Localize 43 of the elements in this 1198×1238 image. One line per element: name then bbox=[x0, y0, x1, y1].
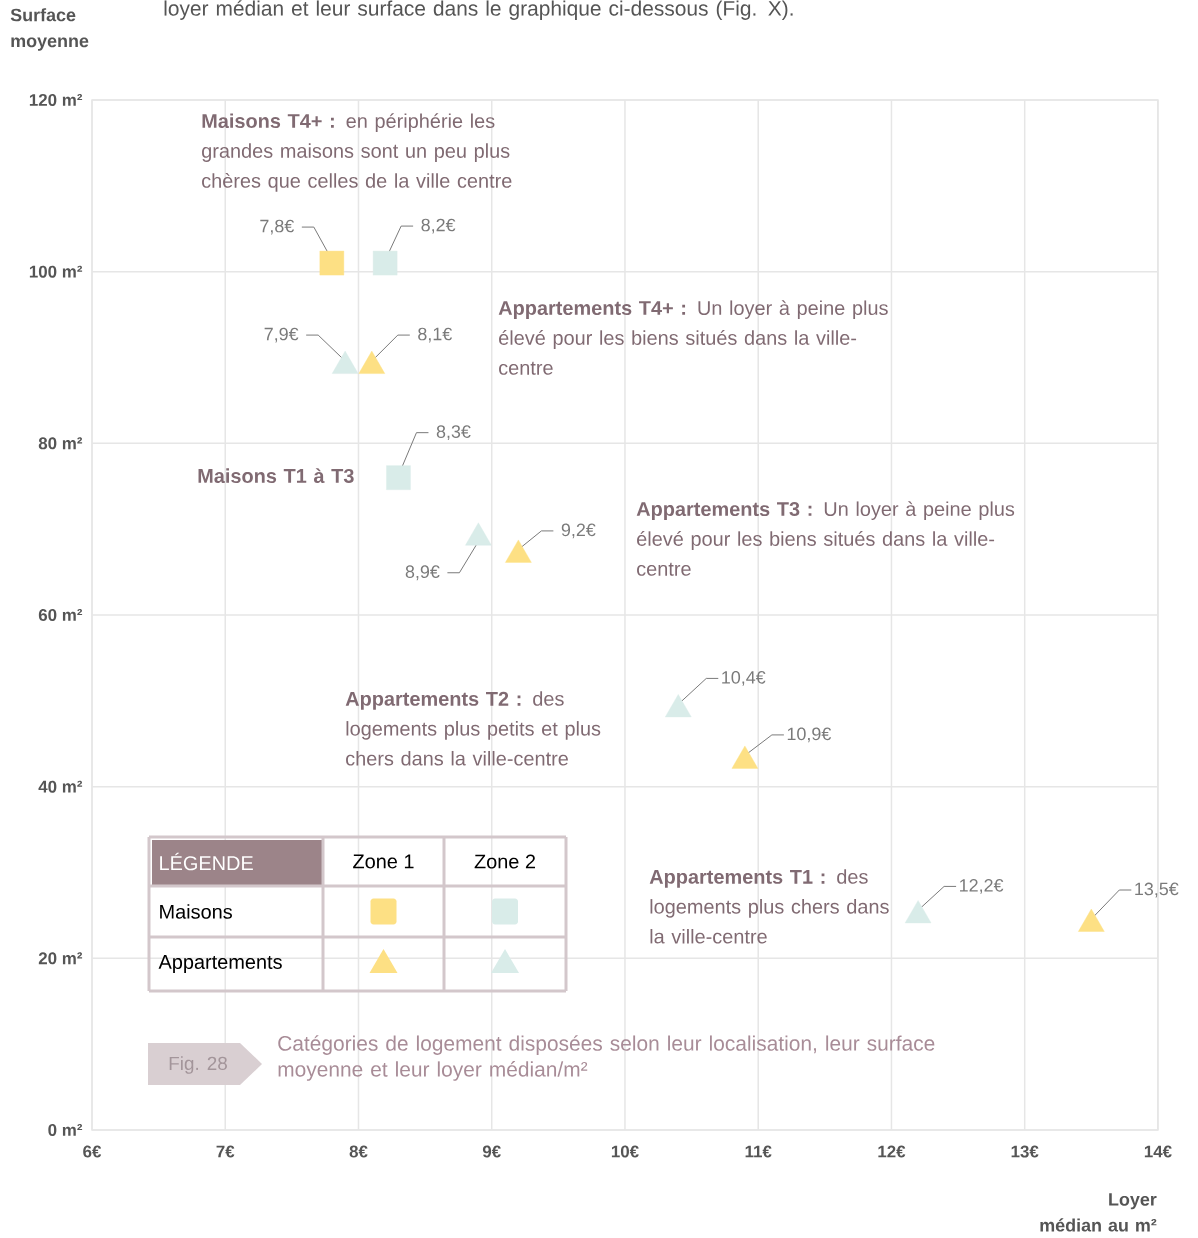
x-tick-label: 8€ bbox=[349, 1145, 368, 1158]
y-tick-label: 100 m² bbox=[29, 265, 83, 278]
annotation: Appartements T4+ : Un loyer à peine plus élevé pour les biens situés dans la ville-centre bbox=[498, 300, 888, 375]
x-tick-label: 9€ bbox=[482, 1145, 501, 1158]
annotation: 9,2€ bbox=[561, 523, 596, 539]
y-tick-label: 80 m² bbox=[38, 437, 83, 450]
y-tick-label: 120 m² bbox=[29, 94, 83, 106]
x-tick-label: 12€ bbox=[878, 1145, 906, 1158]
annotation: Appartements bbox=[158, 955, 282, 973]
annotation: 8,3€ bbox=[436, 425, 471, 441]
x-tick-label: 13€ bbox=[1011, 1145, 1039, 1158]
y-tick-label: 0 m² bbox=[48, 1124, 83, 1136]
annotation: 13,5€ bbox=[1135, 882, 1179, 898]
annotation: 7,8€ bbox=[260, 219, 295, 235]
x-tick-label: 14€ bbox=[1144, 1145, 1172, 1158]
annotation: 8,9€ bbox=[405, 565, 440, 581]
annotation: Maisons T1 à T3 bbox=[198, 468, 354, 484]
annotation: Appartements T1 : des logements plus chers dans la ville-centre bbox=[649, 869, 889, 944]
annotation: Appartements T2 : des logements plus petits et plus chers dans la ville-centre bbox=[345, 691, 601, 766]
y-tick-label: 60 m² bbox=[38, 609, 83, 621]
annotation: 10,9€ bbox=[787, 727, 832, 743]
annotation: Maisons T4+ : en périphérie les grandes maisons sont un peu plus chères que celles de la ville centre bbox=[202, 113, 512, 192]
x-tick-label: 6€ bbox=[83, 1145, 102, 1158]
x-axis-title: Loyer médian au m² bbox=[1040, 1193, 1157, 1232]
annotation: 8,2€ bbox=[421, 218, 456, 234]
y-tick-label: 40 m² bbox=[38, 780, 83, 793]
text: loyer médian et leur surface dans le graphique ci-dessous (Fig. X). bbox=[164, 0, 793, 20]
annotation: Fig. 28 bbox=[169, 1056, 227, 1074]
annotation: Appartements T3 : Un loyer à peine plus élevé pour les biens situés dans la ville-centre bbox=[636, 501, 1015, 576]
annotation: 12,2€ bbox=[960, 879, 1004, 894]
x-tick-label: 10€ bbox=[611, 1145, 639, 1158]
y-axis-title: Surface moyenne bbox=[10, 8, 89, 51]
annotation: 7,9€ bbox=[264, 327, 299, 343]
y-tick-label: 20 m² bbox=[38, 952, 83, 965]
x-tick-label: 7€ bbox=[216, 1145, 235, 1158]
x-tick-label: 11€ bbox=[745, 1145, 772, 1158]
annotation: Maisons bbox=[160, 904, 232, 919]
annotation: Zone 2 bbox=[474, 854, 535, 869]
legend-title: LÉGENDE bbox=[160, 852, 253, 871]
annotation: Catégories de logement disposées selon leur localisation, leur surface moyenne et leur loyer médian/m² bbox=[278, 1035, 935, 1081]
annotation: 10,4€ bbox=[722, 671, 766, 686]
annotation: Zone 1 bbox=[353, 854, 414, 869]
annotation: 8,1€ bbox=[418, 327, 452, 343]
